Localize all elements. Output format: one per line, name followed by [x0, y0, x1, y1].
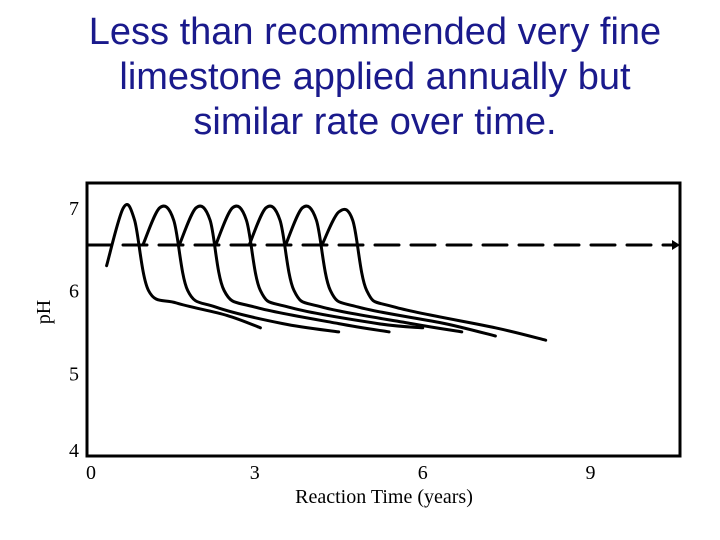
x-tick-label: 6 [418, 462, 428, 484]
series-layer [85, 203, 680, 342]
plot-frame [85, 181, 682, 458]
slide-title-line: similar rate over time. [193, 101, 557, 143]
reference-line-arrowhead [672, 240, 680, 251]
slide-title-line: Less than recommended very fine [88, 11, 662, 53]
y-tick-label: 6 [69, 281, 79, 303]
ph-curve-4 [214, 204, 425, 330]
ph-curve-1 [105, 203, 262, 330]
x-tick-label: 9 [586, 462, 596, 484]
y-axis-label: pH [33, 300, 55, 324]
ph-curve-7 [320, 207, 548, 342]
y-tick-label: 7 [69, 198, 79, 220]
slide-title: Less than recommended very fine limeston… [40, 10, 710, 145]
y-tick-label: 5 [69, 363, 79, 385]
x-tick-label: 3 [250, 462, 260, 484]
tick-label-layer: 0 3 6 9 4 5 6 7 [69, 198, 596, 484]
x-axis-label: Reaction Time (years) [295, 486, 473, 508]
y-tick-label: 4 [69, 440, 79, 462]
ph-curve-5 [247, 204, 464, 334]
ph-curve-6 [284, 204, 497, 338]
x-tick-label: 0 [86, 462, 96, 484]
ph-curve-2 [141, 204, 341, 334]
slide-title-line: limestone applied annually but [119, 56, 631, 98]
ph-curve-3 [177, 204, 391, 334]
